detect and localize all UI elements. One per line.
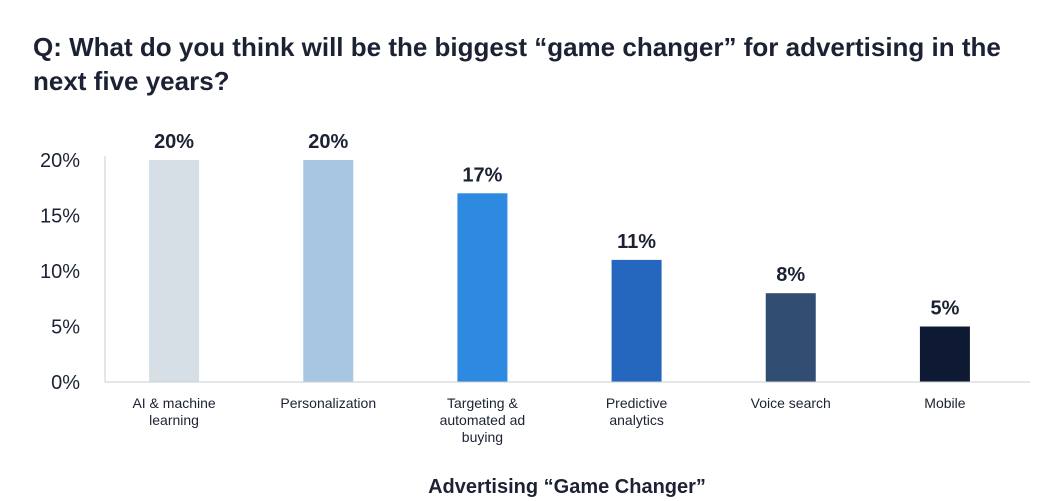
y-tick-label: 5% <box>51 317 80 339</box>
bars <box>149 160 970 382</box>
bar <box>149 160 200 382</box>
data-label: 5% <box>930 298 959 320</box>
y-tick-label: 10% <box>40 261 80 283</box>
x-tick-label: Predictive analytics <box>606 395 668 428</box>
data-label: 20% <box>154 131 194 153</box>
x-tick-label: Mobile <box>924 395 965 411</box>
data-labels: 20% 20% 17% 11% 8% 5% <box>154 131 960 320</box>
bar <box>765 293 816 382</box>
x-tick-label: Personalization <box>280 395 376 411</box>
x-axis: AI & machine learning Personalization Targe… <box>105 381 1030 445</box>
y-tick-label: 15% <box>40 206 80 228</box>
y-axis: 0% 5% 10% 15% 20% <box>40 150 106 394</box>
chart-title: Q: What do you think will be the biggest… <box>33 32 1001 96</box>
bar <box>457 193 508 382</box>
bar <box>303 160 354 382</box>
bar <box>611 259 662 382</box>
x-tick-label: AI & machine learning <box>132 395 215 428</box>
data-label: 8% <box>776 264 805 286</box>
data-label: 17% <box>462 164 502 186</box>
x-tick-label: Targeting & automated ad buying <box>440 395 526 445</box>
data-label: 11% <box>617 231 656 253</box>
y-tick-label: 0% <box>51 372 80 394</box>
bar <box>919 326 970 382</box>
x-tick-label: Voice search <box>751 395 831 411</box>
y-tick-label: 20% <box>40 150 80 172</box>
data-label: 20% <box>308 131 348 153</box>
x-axis-title: Advertising “Game Changer” <box>428 476 706 498</box>
